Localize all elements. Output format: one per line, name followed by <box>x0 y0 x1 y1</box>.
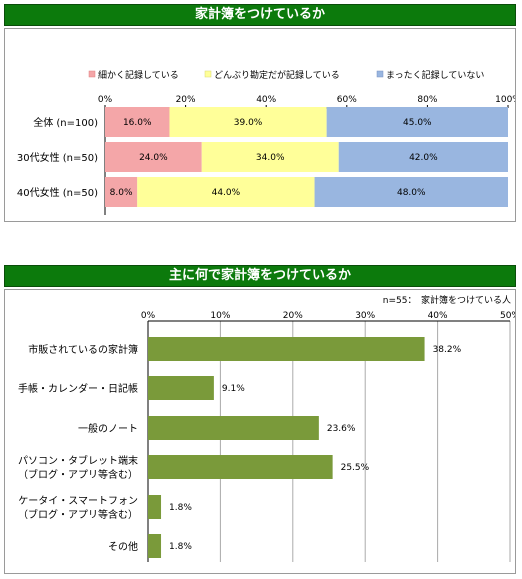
bar <box>148 534 162 558</box>
x-tick-label: 100% <box>495 95 515 105</box>
chart1-panel: 細かく記録している どんぶり勘定だが記録している まったく記録していない 0% 20% 4… <box>4 28 521 222</box>
x-tick-label: 30% <box>355 311 375 321</box>
bar <box>148 337 425 361</box>
category-label: 全体 (n=100) <box>33 116 98 129</box>
data-label: 44.0% <box>212 188 241 198</box>
x-tick-label: 50% <box>500 311 515 321</box>
bar <box>148 416 319 440</box>
chart2-title: 主に何で家計簿をつけているか <box>4 265 516 287</box>
bar-segment <box>338 142 508 172</box>
category-label: （ブログ・アプリ等含む） <box>18 508 138 521</box>
legend-label-1: どんぶり勘定だが記録している <box>214 69 340 81</box>
x-tick-label: 0% <box>141 311 156 321</box>
category-label: 30代女性 (n=50) <box>17 151 98 164</box>
x-tick-label: 40% <box>428 311 448 321</box>
legend-label-0: 細かく記録している <box>98 69 179 81</box>
data-label: 23.6% <box>327 424 356 434</box>
bar <box>148 376 214 400</box>
x-tick-label: 60% <box>337 95 357 105</box>
bar-segment <box>105 142 202 172</box>
data-label: 39.0% <box>234 118 263 128</box>
data-label: 34.0% <box>256 153 285 163</box>
legend-swatch-2 <box>376 70 384 78</box>
x-tick-label: 80% <box>417 95 437 105</box>
category-label: その他 <box>108 540 138 553</box>
data-label: 9.1% <box>222 384 245 394</box>
bar-segment <box>137 177 315 207</box>
legend-swatch-1 <box>204 70 212 78</box>
data-label: 45.0% <box>403 118 432 128</box>
bar-segment <box>314 177 508 207</box>
data-label: 1.8% <box>169 503 192 513</box>
x-tick-label: 10% <box>210 311 230 321</box>
bar-segment <box>326 107 508 137</box>
category-label: ケータイ・スマートフォン <box>18 495 138 507</box>
bar-segment <box>105 177 138 207</box>
data-label: 1.8% <box>169 542 192 552</box>
bar-chart: n=55： 家計簿をつけている人 0% 10% 20% 30% 40% 50% 市販されている… <box>18 294 520 562</box>
data-label: 38.2% <box>433 345 462 355</box>
category-label: （ブログ・アプリ等含む） <box>18 468 138 481</box>
data-label: 24.0% <box>139 153 168 163</box>
x-tick-label: 40% <box>256 95 276 105</box>
data-label: 16.0% <box>123 118 152 128</box>
chart2-panel: n=55： 家計簿をつけている人 0% 10% 20% 30% 40% 50% 市販されている… <box>4 289 520 574</box>
data-label: 25.5% <box>341 463 370 473</box>
bar <box>148 495 162 519</box>
chart1-title: 家計簿をつけているか <box>4 4 516 26</box>
category-label: 40代女性 (n=50) <box>17 186 98 199</box>
x-tick-label: 0% <box>98 95 113 105</box>
bar-segment <box>169 107 327 137</box>
data-label: 8.0% <box>110 188 133 198</box>
category-label: 手帳・カレンダー・日記帳 <box>18 382 138 395</box>
sample-note: n=55： 家計簿をつけている人 <box>383 294 511 306</box>
x-tick-label: 20% <box>176 95 196 105</box>
category-label: 市販されているの家計簿 <box>28 343 138 356</box>
bar-segment <box>201 142 339 172</box>
legend-swatch-0 <box>88 70 96 78</box>
bar <box>148 455 333 479</box>
data-label: 48.0% <box>397 188 426 198</box>
category-label: パソコン・タブレット端末 <box>18 454 138 467</box>
legend-label-2: まったく記録していない <box>386 69 484 81</box>
category-label: 一般のノート <box>78 422 138 435</box>
stacked-bar-chart: 細かく記録している どんぶり勘定だが記録している まったく記録していない 0% 20% 4… <box>17 69 521 215</box>
data-label: 42.0% <box>409 153 438 163</box>
x-tick-label: 20% <box>283 311 303 321</box>
bar-segment <box>105 107 170 137</box>
